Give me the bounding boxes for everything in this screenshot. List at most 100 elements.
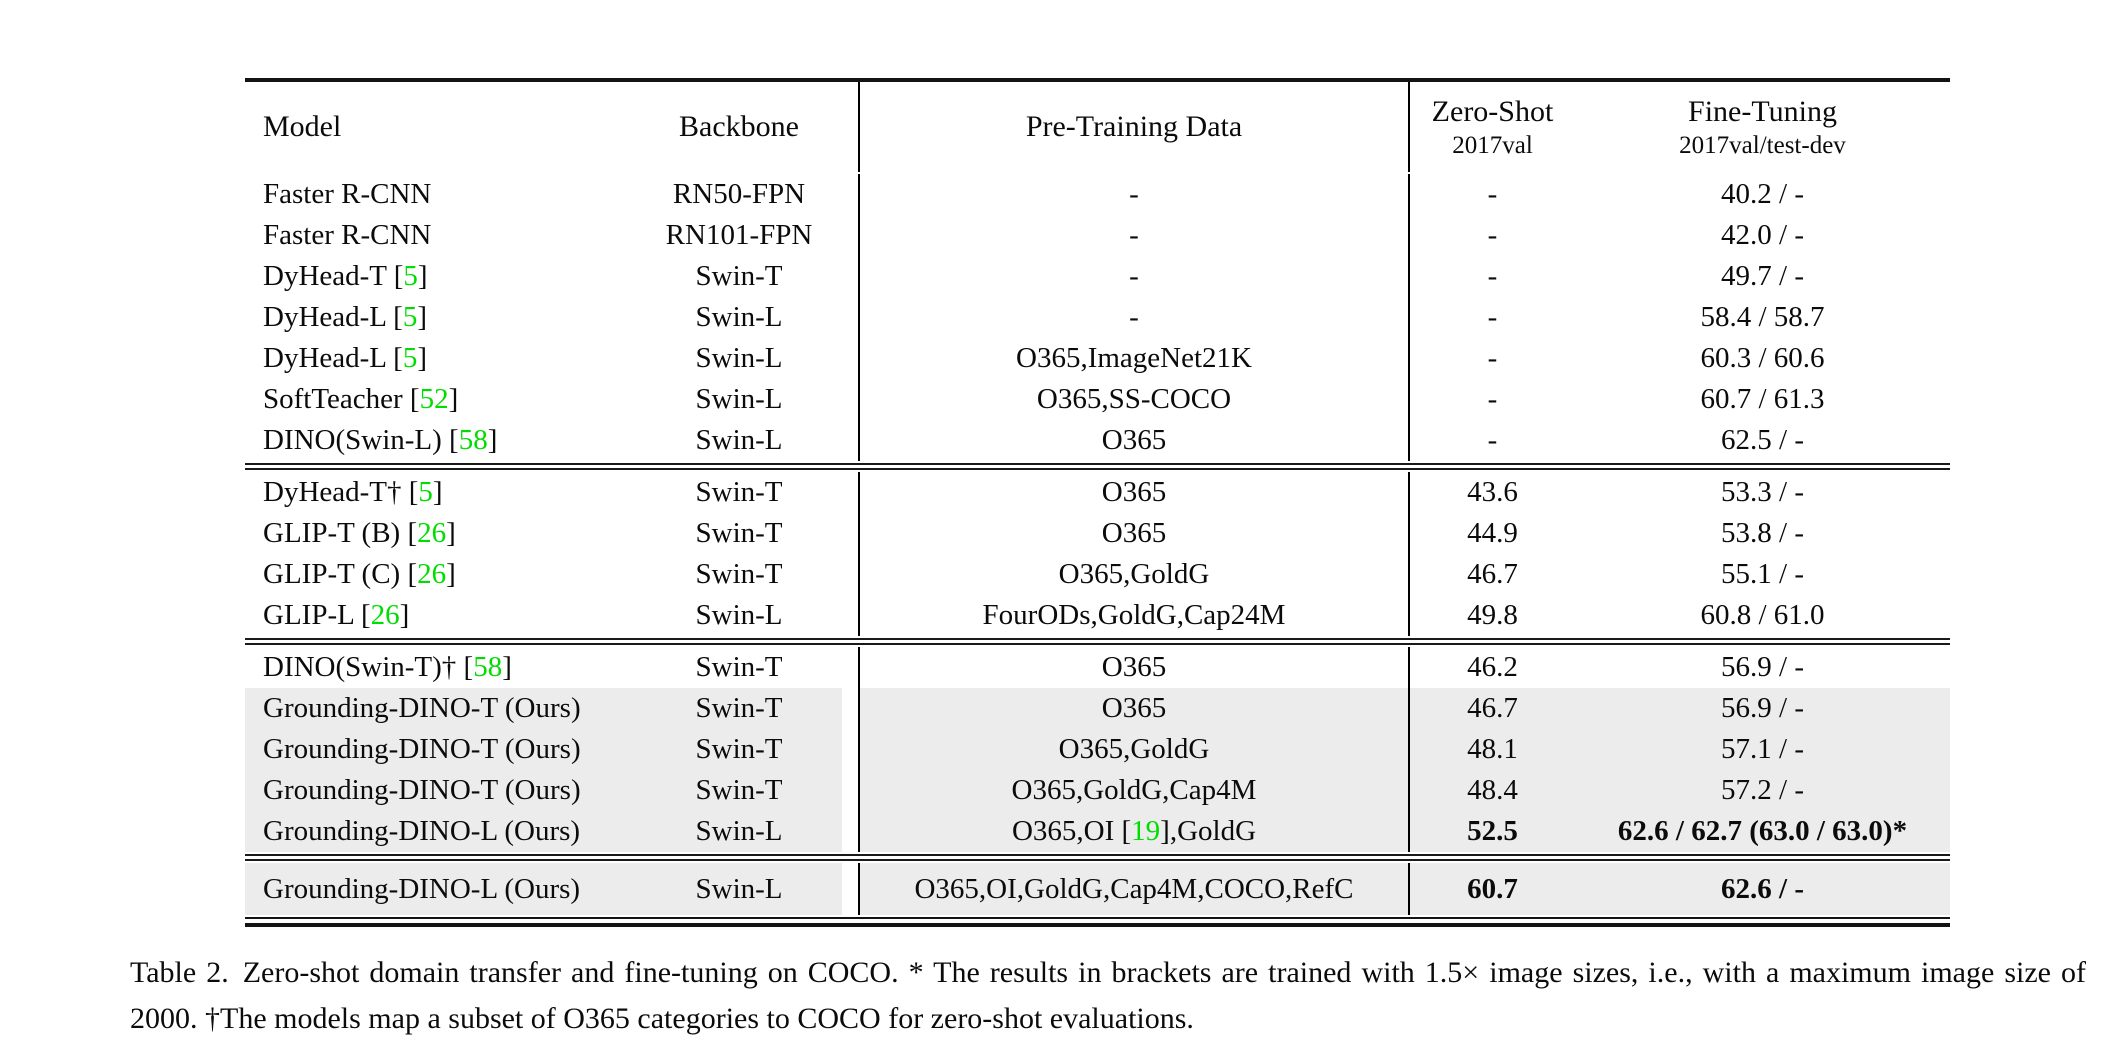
cell-zs: - (1487, 219, 1498, 251)
cell-ft: 60.8 / 61.0 (1700, 599, 1825, 631)
citation-ref[interactable]: 5 (418, 476, 433, 508)
table-bottom-rule (245, 917, 1950, 927)
cell-backbone: RN50-FPN (620, 174, 860, 215)
cell-backbone: Swin-T (620, 729, 860, 770)
column-header-fine-tuning-sub: 2017val/test-dev (1679, 131, 1846, 159)
cell-backbone: Swin-T (620, 472, 860, 513)
column-header-pretraining-data: Pre-Training Data (860, 82, 1410, 172)
group-separator-rule (245, 854, 1950, 861)
cell-zs: 49.8 (1467, 599, 1518, 631)
cell-model: GLIP-L [26] (263, 599, 410, 631)
cell-ft: 62.6 / 62.7 (63.0 / 63.0)* (1575, 811, 1950, 852)
table-row: Faster R-CNN RN50-FPN - -40.2 / - (245, 174, 1950, 215)
table-row: Grounding-DINO-L (Ours) Swin-L O365,OI [19… (245, 811, 1950, 852)
cell-zs: 48.1 (1410, 729, 1575, 770)
cell-model: SoftTeacher [52] (263, 383, 459, 415)
table-row: GLIP-T (C) [26] Swin-T O365,GoldG 46.7 55.1 … (245, 554, 1950, 595)
table-row: GLIP-L [26] Swin-L FourODs,GoldG,Cap24M 49.… (245, 595, 1950, 636)
cell-ft: 56.9 / - (1575, 688, 1950, 729)
citation-ref[interactable]: 19 (1131, 815, 1161, 847)
cell-model: DyHead-T [5] (263, 260, 428, 292)
cell-backbone: Swin-L (620, 338, 860, 379)
citation-ref[interactable]: 52 (419, 383, 449, 415)
cell-pretrain: O365 (860, 688, 1410, 729)
cell-pretrain: - (860, 215, 1410, 256)
cell-zs: - (1487, 260, 1498, 292)
column-header-pretraining-label: Pre-Training Data (1025, 110, 1243, 143)
cell-zs: 46.2 (1467, 651, 1518, 683)
cell-backbone: Swin-L (620, 297, 860, 338)
cell-backbone: Swin-L (620, 379, 860, 420)
column-header-zero-shot-label: Zero-Shot (1431, 94, 1554, 128)
cell-zs: 46.7 (1410, 688, 1575, 729)
table-row-group: DyHead-T† [5] Swin-T O365 43.6 53.3 / - GLIP-… (245, 470, 1950, 638)
cell-ft: 55.1 / - (1721, 558, 1804, 590)
cell-pretrain: - (860, 256, 1410, 297)
table-row: Grounding-DINO-T (Ours) Swin-T O365 46.7 56.… (245, 688, 1950, 729)
cell-model: GLIP-T (C) [26] (263, 558, 456, 590)
table-row: Grounding-DINO-L (Ours) Swin-L O365,OI,Gol… (245, 863, 1950, 915)
cell-pretrain: - (860, 297, 1410, 338)
cell-backbone: Swin-T (620, 647, 860, 688)
table-row: DyHead-L [5] Swin-L - -58.4 / 58.7 (245, 297, 1950, 338)
table-header-row: Model Backbone Pre-Training Data Zero-Sh… (245, 82, 1950, 172)
cell-pretrain: O365,SS-COCO (860, 379, 1410, 420)
cell-pretrain: O365 (860, 472, 1410, 513)
cell-ft: 53.8 / - (1721, 517, 1804, 549)
citation-ref[interactable]: 26 (370, 599, 400, 631)
cell-ft: 58.4 / 58.7 (1700, 301, 1825, 333)
citation-ref[interactable]: 58 (473, 651, 503, 683)
table-row: DINO(Swin-T)† [58] Swin-T O365 46.2 56.9 / - (245, 647, 1950, 688)
column-header-fine-tuning: Fine-Tuning 2017val/test-dev (1575, 82, 1950, 172)
citation-ref[interactable]: 26 (417, 517, 447, 549)
cell-ft: 56.9 / - (1721, 651, 1804, 683)
table-row-group: Grounding-DINO-L (Ours) Swin-L O365,OI,Gol… (245, 861, 1950, 917)
column-header-model-label: Model (263, 110, 342, 143)
table-row: DINO(Swin-L) [58] Swin-L O365 - 62.5 / - (245, 420, 1950, 461)
cell-model: Faster R-CNN (263, 178, 432, 210)
table-row: Grounding-DINO-T (Ours) Swin-T O365,GoldG 4… (245, 729, 1950, 770)
citation-ref[interactable]: 5 (402, 342, 418, 374)
cell-backbone: Swin-T (620, 513, 860, 554)
cell-zs: 60.7 (1410, 863, 1575, 915)
column-header-model: Model (245, 82, 620, 172)
cell-zs: - (1487, 178, 1498, 210)
cell-backbone: Swin-L (620, 863, 860, 915)
table-caption-label: Table 2. (130, 956, 229, 989)
cell-model: DINO(Swin-L) [58] (263, 424, 498, 456)
cell-model: Grounding-DINO-L (Ours) (245, 811, 620, 852)
table-top-rule (245, 78, 1950, 82)
cell-zs: 46.7 (1467, 558, 1518, 590)
cell-model: Grounding-DINO-T (Ours) (245, 770, 620, 811)
cell-pretrain: O365,OI [19],GoldG (860, 811, 1410, 852)
cell-backbone: Swin-T (620, 770, 860, 811)
column-header-zero-shot: Zero-Shot 2017val (1410, 82, 1575, 172)
cell-model: Grounding-DINO-T (Ours) (245, 688, 620, 729)
cell-backbone: Swin-T (620, 688, 860, 729)
table-row-group: DINO(Swin-T)† [58] Swin-T O365 46.2 56.9 / -… (245, 645, 1950, 854)
column-header-zero-shot-sub: 2017val (1452, 131, 1533, 159)
cell-backbone: Swin-L (620, 420, 860, 461)
table-row: DyHead-T [5] Swin-T - -49.7 / - (245, 256, 1950, 297)
cell-backbone: RN101-FPN (620, 215, 860, 256)
citation-ref[interactable]: 26 (417, 558, 447, 590)
citation-ref[interactable]: 58 (458, 424, 488, 456)
cell-model: DINO(Swin-T)† [58] (263, 651, 512, 683)
cell-model: DyHead-T† [5] (263, 476, 443, 508)
cell-pretrain: O365,GoldG (860, 554, 1410, 595)
cell-ft: 53.3 / - (1721, 476, 1804, 508)
cell-ft: 57.2 / - (1575, 770, 1950, 811)
cell-model: GLIP-T (B) [26] (263, 517, 456, 549)
citation-ref[interactable]: 5 (403, 260, 418, 292)
table-row: SoftTeacher [52] Swin-L O365,SS-COCO - 60.7 … (245, 379, 1950, 420)
column-header-backbone: Backbone (620, 82, 860, 172)
cell-model: Faster R-CNN (263, 219, 432, 251)
table-caption-text: Zero-shot domain transfer and fine-tunin… (130, 956, 2086, 1035)
table-row: DyHead-L [5] Swin-L O365,ImageNet21K - 60.3 … (245, 338, 1950, 379)
cell-ft: 40.2 / - (1721, 178, 1804, 210)
cell-zs: - (1487, 301, 1498, 333)
cell-model: Grounding-DINO-T (Ours) (245, 729, 620, 770)
citation-ref[interactable]: 5 (402, 301, 418, 333)
cell-pretrain: O365,OI,GoldG,Cap4M,COCO,RefC (860, 863, 1410, 915)
cell-zs: 52.5 (1410, 811, 1575, 852)
